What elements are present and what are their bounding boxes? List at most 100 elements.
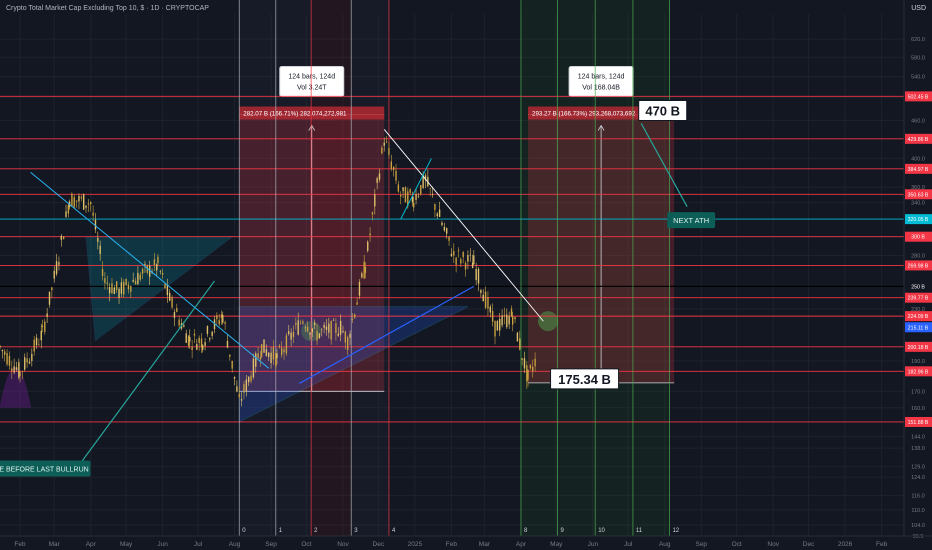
candle-body (339, 320, 342, 335)
cycle-line-label: 11 (636, 528, 643, 534)
candle-body (73, 197, 75, 208)
candle-body (4, 351, 6, 355)
cycle-line-label: 10 (598, 528, 605, 534)
candle-body (358, 282, 361, 296)
cycle-band (520, 0, 558, 536)
candle-body (453, 251, 455, 256)
candle-body (429, 188, 431, 189)
candle-body (231, 360, 233, 369)
candle-body (390, 161, 393, 169)
candle-body (496, 320, 499, 331)
y-tick-label: 104.0 (911, 523, 925, 529)
candle-body (104, 278, 106, 284)
annotations: 470 B 175.34 B NEXT ATH TRENDLINE BEFORE LA… (0, 100, 716, 477)
candle-body (356, 302, 358, 305)
y-axis[interactable]: 620.0580.0540.0500.0460.0400.0360.0340.0… (905, 37, 932, 540)
candle-body (130, 285, 132, 292)
candle-body (211, 331, 213, 336)
candle-body (255, 353, 257, 367)
y-tick-label: 340.0 (911, 201, 925, 207)
candle-body (407, 191, 409, 207)
level-price-tag (905, 366, 932, 377)
candle-body (46, 313, 48, 317)
level-price-tag (905, 91, 932, 102)
trendline-pointer (76, 280, 215, 469)
candle-body (202, 345, 204, 350)
cycle-line-label: 0 (242, 528, 246, 534)
x-tick-label: Apr (86, 541, 97, 548)
x-tick-label: Feb (876, 541, 888, 548)
level-price-tag (905, 341, 932, 352)
x-tick-label: Apr (516, 541, 527, 548)
candle-body (420, 184, 422, 195)
candle-body (480, 290, 482, 294)
candle-body (108, 287, 111, 294)
trendline-label: TRENDLINE BEFORE LAST BULLRUN (0, 467, 89, 474)
cycle-line-label: 8 (524, 528, 528, 534)
candle-body (204, 342, 206, 346)
candle-body (337, 333, 339, 336)
candle-body (302, 321, 304, 324)
cup-pattern (0, 367, 32, 408)
candle-body (501, 315, 503, 326)
candle-body (90, 202, 92, 205)
x-axis[interactable]: Feb Mar Apr May Jun Jul Aug Sep Oct Nov Dec 2025 Feb… (14, 541, 887, 548)
candle-body (118, 288, 120, 298)
candle-body (318, 333, 321, 338)
currency-label[interactable]: USD (911, 5, 926, 12)
candle-body (48, 291, 51, 305)
x-tick-label: Aug (659, 541, 671, 548)
candle-body (183, 325, 185, 327)
level-price-label: 429.86 B (908, 137, 929, 143)
candle-body (224, 322, 226, 324)
candle-body (169, 292, 171, 301)
candle-body (374, 193, 376, 207)
y-tick-label: 99.9 (913, 534, 924, 540)
candle-body (489, 306, 492, 313)
candle-body (0, 345, 1, 348)
candle-body (381, 147, 383, 154)
candle-body (53, 270, 55, 279)
candle-body (506, 314, 508, 328)
candle-body (297, 320, 299, 335)
candle-body (132, 279, 134, 282)
x-tick-label: Mar (49, 541, 61, 548)
candle-body (316, 331, 318, 341)
y-tick-label: 110.0 (911, 508, 924, 514)
candle-body (448, 236, 450, 241)
trendline-downtrend-2024 (30, 171, 270, 369)
measure-vol-label: Vol 3.24T (297, 85, 327, 92)
candle-body (245, 379, 248, 392)
candle-body (259, 357, 262, 360)
candle-body (218, 320, 220, 325)
candle-body (67, 205, 70, 214)
candle-body (285, 335, 288, 354)
candle-body (477, 268, 480, 284)
candle-body (80, 196, 83, 199)
candle-body (141, 269, 144, 274)
candle-body (508, 315, 510, 325)
level-price-tag (905, 189, 932, 200)
measure-bars-label: 124 bars, 124d (288, 74, 335, 81)
candle-body (166, 284, 169, 296)
current-price-tag (905, 322, 932, 333)
y-tick-label: 360.0 (911, 185, 925, 191)
candle-body (475, 269, 477, 281)
candle-body (178, 319, 180, 326)
candle-body (385, 141, 388, 143)
candle-body (351, 319, 354, 321)
candle-body (173, 312, 176, 318)
candle-body (415, 194, 417, 200)
candle-body (457, 250, 460, 252)
x-axis-panel[interactable] (0, 536, 904, 550)
candle-body (157, 256, 159, 264)
candle-body (469, 254, 471, 256)
candle-body (436, 213, 438, 217)
candle-body (270, 352, 272, 364)
measure-vol-label: Vol 168.04B (582, 85, 620, 92)
candle-body (330, 320, 332, 340)
y-tick-label: 460.0 (911, 118, 925, 124)
candle-body (402, 187, 404, 192)
x-tick-label: Sep (695, 541, 707, 548)
